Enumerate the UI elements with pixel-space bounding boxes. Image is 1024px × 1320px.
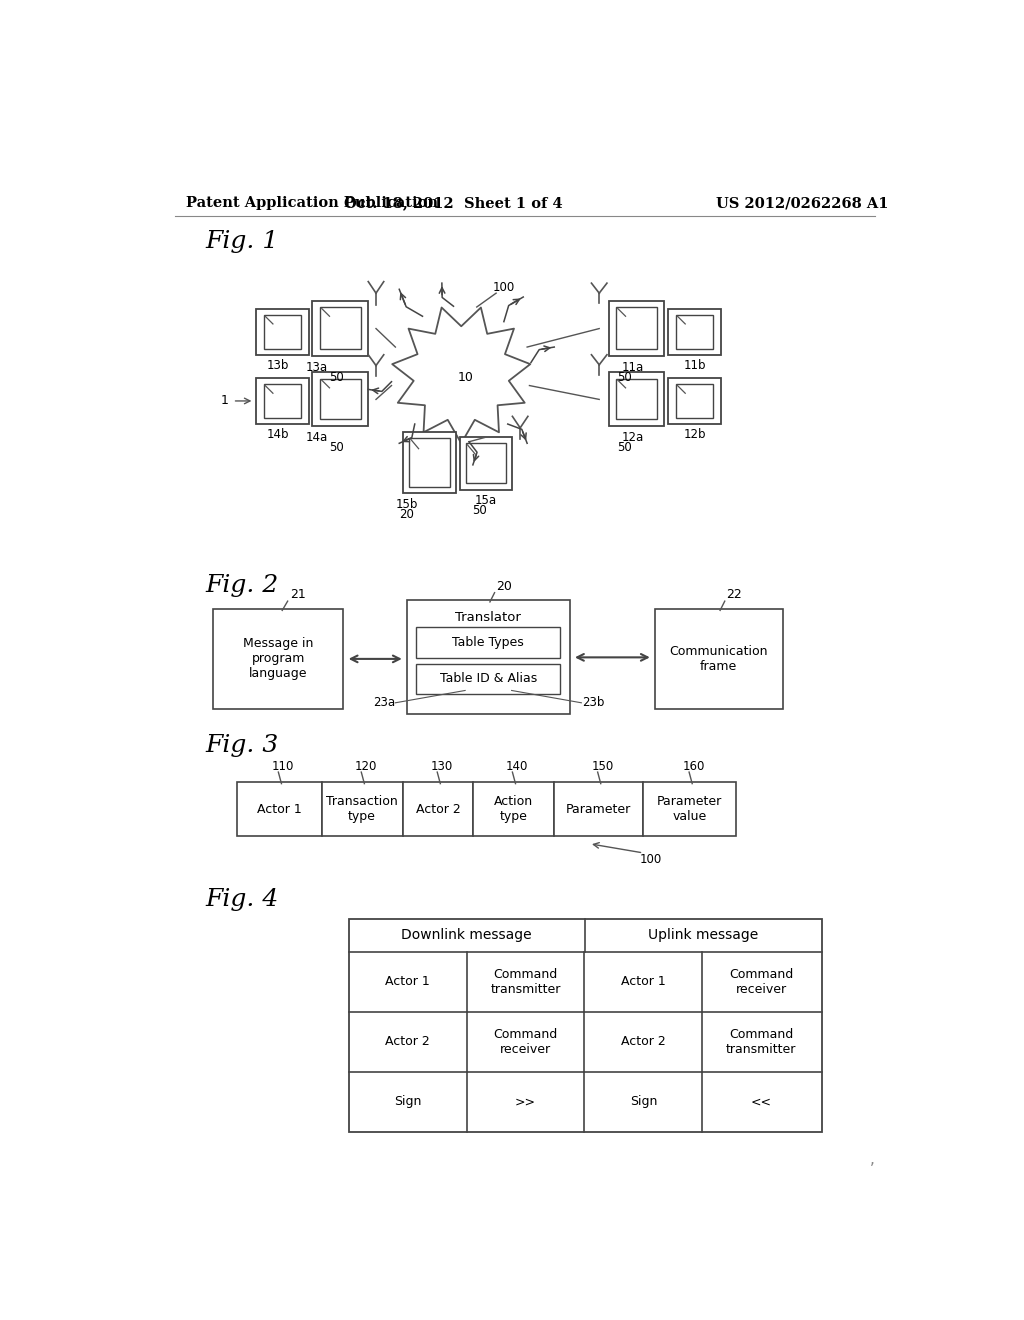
Text: Parameter: Parameter <box>566 803 631 816</box>
Text: Fig. 2: Fig. 2 <box>206 574 279 597</box>
Bar <box>263 384 301 418</box>
Bar <box>417 627 560 659</box>
Text: Patent Application Publication: Patent Application Publication <box>186 197 438 210</box>
Text: 23b: 23b <box>582 696 604 709</box>
Bar <box>407 601 569 714</box>
Text: Uplink message: Uplink message <box>648 928 758 942</box>
Text: 50: 50 <box>617 371 632 384</box>
Text: 100: 100 <box>493 281 515 294</box>
Text: 50: 50 <box>329 441 344 454</box>
Text: 11b: 11b <box>683 359 706 372</box>
Text: 14b: 14b <box>267 428 290 441</box>
Bar <box>403 781 473 836</box>
Bar <box>312 301 369 356</box>
Text: 10: 10 <box>457 371 473 384</box>
Bar <box>417 664 560 694</box>
Bar <box>256 378 308 424</box>
Text: 160: 160 <box>683 760 705 774</box>
Bar <box>608 301 665 356</box>
Text: Transaction
type: Transaction type <box>327 795 398 824</box>
Text: Oct. 18, 2012  Sheet 1 of 4: Oct. 18, 2012 Sheet 1 of 4 <box>344 197 563 210</box>
Text: 120: 120 <box>354 760 377 774</box>
Bar <box>322 781 403 836</box>
Bar <box>312 372 369 426</box>
Text: 23a: 23a <box>373 696 395 709</box>
Text: Actor 1: Actor 1 <box>385 975 430 989</box>
Text: 11a: 11a <box>622 360 644 374</box>
Bar <box>676 384 713 418</box>
Text: ,: , <box>869 1152 874 1167</box>
Text: Actor 1: Actor 1 <box>621 975 666 989</box>
Text: Command
transmitter: Command transmitter <box>490 968 561 995</box>
Text: Actor 2: Actor 2 <box>385 1035 430 1048</box>
Bar <box>263 314 301 348</box>
Bar <box>237 781 322 836</box>
Text: 110: 110 <box>271 760 294 774</box>
Text: Actor 1: Actor 1 <box>257 803 301 816</box>
Text: 20: 20 <box>399 508 415 520</box>
Text: >>: >> <box>515 1096 537 1109</box>
Bar <box>616 379 656 418</box>
Text: Command
receiver: Command receiver <box>494 1027 558 1056</box>
Text: 150: 150 <box>591 760 613 774</box>
Bar <box>466 444 506 483</box>
Text: 1: 1 <box>221 395 228 408</box>
Text: Actor 2: Actor 2 <box>416 803 461 816</box>
Text: Sign: Sign <box>394 1096 422 1109</box>
Text: Translator: Translator <box>456 611 521 624</box>
Bar <box>655 609 783 709</box>
Text: 15a: 15a <box>475 494 497 507</box>
Bar <box>460 437 512 490</box>
Text: Communication
frame: Communication frame <box>670 645 768 673</box>
Text: US 2012/0262268 A1: US 2012/0262268 A1 <box>716 197 889 210</box>
Text: Actor 2: Actor 2 <box>621 1035 666 1048</box>
Text: Table ID & Alias: Table ID & Alias <box>439 672 537 685</box>
Bar <box>669 309 721 355</box>
Text: 14a: 14a <box>305 430 328 444</box>
Bar <box>643 781 736 836</box>
Text: <<: << <box>751 1096 772 1109</box>
Bar <box>669 378 721 424</box>
Text: 140: 140 <box>506 760 528 774</box>
Text: Message in
program
language: Message in program language <box>243 638 313 680</box>
Bar <box>676 314 713 348</box>
Text: Table Types: Table Types <box>453 636 524 649</box>
Text: 15b: 15b <box>396 498 418 511</box>
Text: 13a: 13a <box>305 360 328 374</box>
Text: 130: 130 <box>431 760 453 774</box>
Text: Parameter
value: Parameter value <box>657 795 723 824</box>
Bar <box>473 781 554 836</box>
Text: 12a: 12a <box>622 430 644 444</box>
Text: 12b: 12b <box>683 428 706 441</box>
Text: 20: 20 <box>496 579 512 593</box>
Bar <box>410 438 450 487</box>
Text: 50: 50 <box>472 504 487 517</box>
Text: Sign: Sign <box>630 1096 657 1109</box>
Text: 13b: 13b <box>267 359 290 372</box>
Text: 21: 21 <box>290 589 305 602</box>
Text: Fig. 4: Fig. 4 <box>206 887 279 911</box>
Bar <box>256 309 308 355</box>
Bar <box>403 432 456 494</box>
Text: 100: 100 <box>640 853 663 866</box>
Text: Fig. 1: Fig. 1 <box>206 230 279 253</box>
Bar <box>616 308 656 348</box>
Bar <box>321 308 360 348</box>
Bar <box>349 919 821 1131</box>
Text: Action
type: Action type <box>494 795 532 824</box>
Text: Command
receiver: Command receiver <box>729 968 794 995</box>
Bar <box>608 372 665 426</box>
Bar <box>321 379 360 418</box>
Text: 50: 50 <box>617 441 632 454</box>
Text: Command
transmitter: Command transmitter <box>726 1027 797 1056</box>
Bar <box>213 609 343 709</box>
Text: 50: 50 <box>329 371 344 384</box>
Text: Downlink message: Downlink message <box>401 928 532 942</box>
Text: 22: 22 <box>726 589 742 602</box>
Bar <box>554 781 643 836</box>
Text: Fig. 3: Fig. 3 <box>206 734 279 756</box>
